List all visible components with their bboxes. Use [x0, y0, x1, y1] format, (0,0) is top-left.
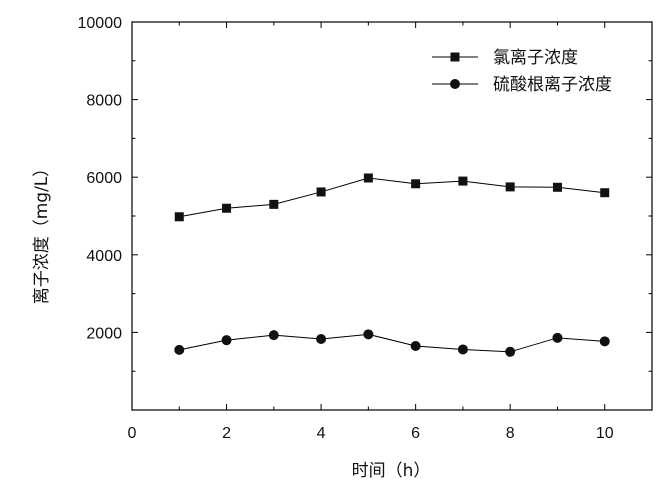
- x-tick-label: 2: [222, 425, 231, 442]
- data-point: [600, 188, 610, 198]
- y-tick-label: 6000: [86, 170, 122, 187]
- data-point: [505, 182, 515, 192]
- data-point: [411, 179, 421, 189]
- y-tick-label: 2000: [86, 325, 122, 342]
- data-point: [552, 182, 562, 192]
- plot-series: [174, 173, 610, 357]
- x-tick-label: 10: [596, 425, 614, 442]
- legend-label: 硫酸根离子浓度: [493, 75, 612, 95]
- y-tick-label: 8000: [86, 93, 122, 110]
- data-point: [363, 173, 373, 183]
- data-point: [174, 344, 185, 355]
- legend-label: 氯离子浓度: [493, 48, 578, 68]
- data-point: [505, 346, 516, 357]
- axes: 0 2 4 6 8 10 2000 4000 6000 8000 10000: [78, 15, 653, 442]
- data-point: [316, 187, 326, 197]
- legend-entry: 氯离子浓度: [432, 48, 578, 68]
- data-point: [363, 329, 374, 340]
- data-point: [552, 332, 563, 343]
- legend-entry: 硫酸根离子浓度: [432, 75, 612, 95]
- data-point: [268, 330, 279, 341]
- x-tick-label: 8: [506, 425, 515, 442]
- x-axis-title: 时间（h）: [352, 461, 431, 481]
- data-point: [316, 333, 327, 344]
- data-point: [174, 212, 184, 222]
- y-axis-title: 离子浓度（mg/L）: [32, 160, 52, 305]
- series-line: [179, 177, 605, 218]
- x-tick-label: 6: [411, 425, 420, 442]
- data-point: [222, 203, 232, 213]
- y-tick-label: 10000: [78, 15, 123, 32]
- data-point: [599, 336, 610, 347]
- data-point: [457, 344, 468, 355]
- data-point: [458, 176, 468, 186]
- legend-marker: [450, 79, 460, 89]
- legend-marker: [450, 52, 460, 62]
- series-2: [174, 329, 610, 357]
- x-tick-label: 0: [128, 425, 137, 442]
- data-point: [221, 335, 232, 346]
- data-point: [410, 340, 421, 351]
- series-1: [174, 173, 610, 222]
- x-tick-label: 4: [317, 425, 326, 442]
- y-tick-label: 4000: [86, 248, 122, 265]
- data-point: [269, 199, 279, 209]
- series-line: [179, 333, 605, 353]
